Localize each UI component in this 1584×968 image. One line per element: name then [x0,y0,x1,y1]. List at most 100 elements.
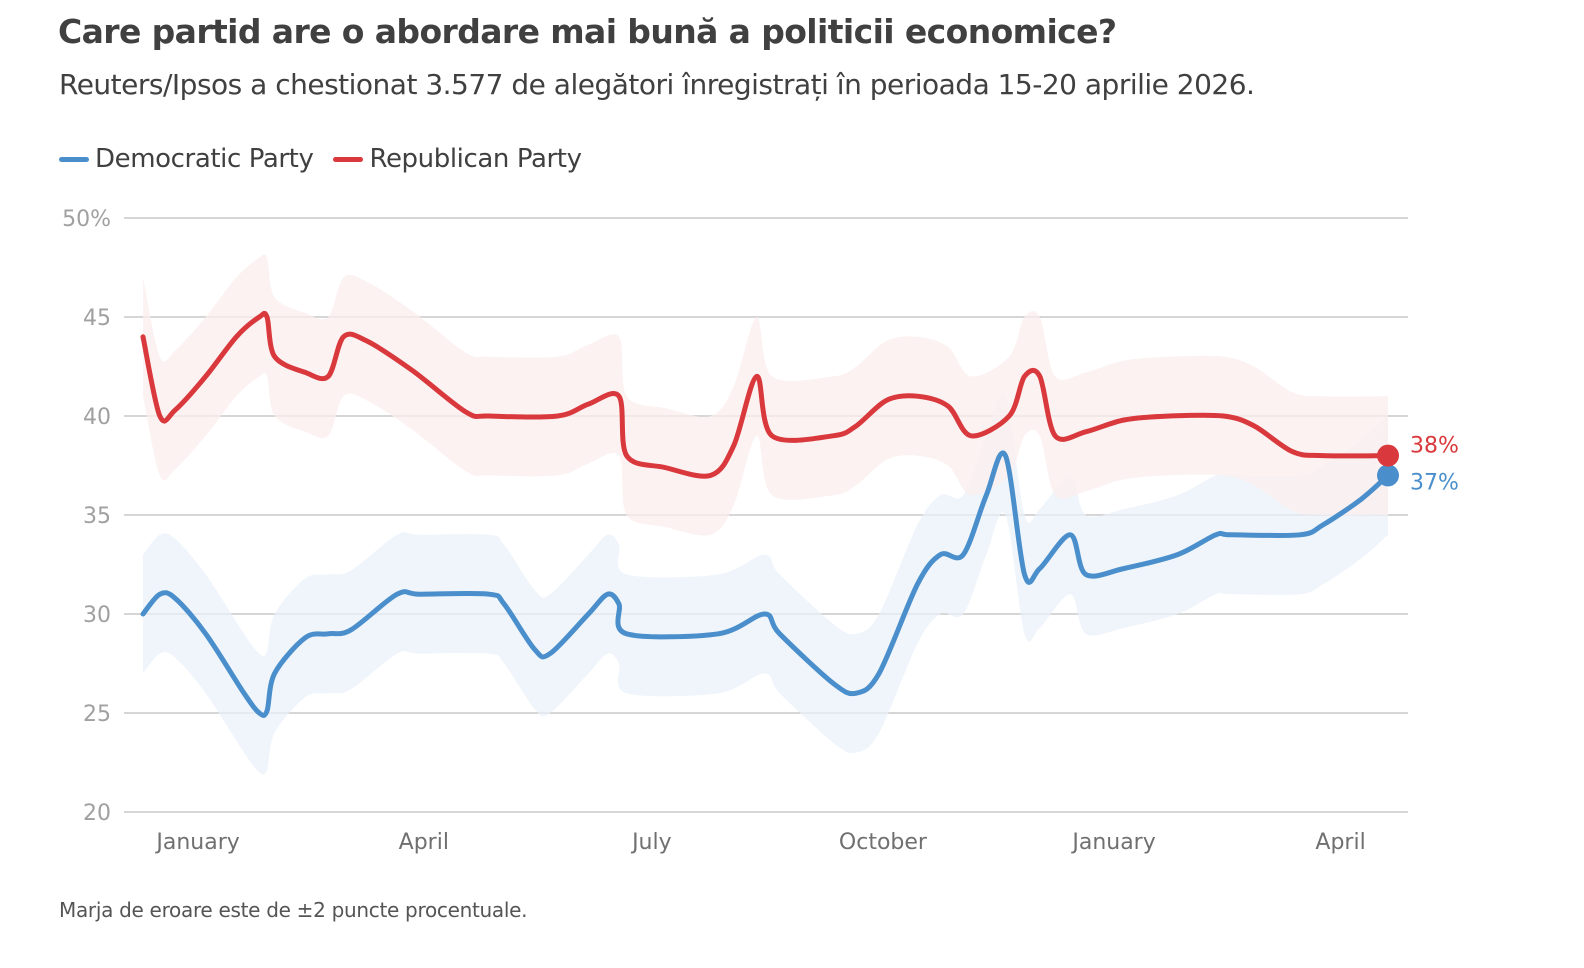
data-point-republican [326,374,331,379]
data-point-republican [264,315,269,320]
data-point-democratic [854,691,859,696]
data-point-democratic [1298,532,1303,537]
data-point-democratic [716,631,721,636]
legend-label-republican: Republican Party [369,144,582,174]
data-point-democratic [157,592,162,597]
data-point-republican [1320,453,1325,458]
data-point-democratic [272,671,277,676]
legend: Democratic Party Republican Party [59,144,602,174]
data-point-democratic [303,635,308,640]
axis-labels: 50% 45 40 35 30 25 20 January April July October Ja… [62,207,1459,855]
chart-title: Care partid are o abordare mai bună a po… [58,12,1117,51]
data-point-democratic [1359,497,1364,502]
data-point-republican [272,354,277,359]
series-lines [140,310,1399,718]
data-point-republican [831,433,836,438]
y-tick-label: 25 [83,702,111,727]
data-point-republican [1083,429,1088,434]
legend-swatch-democratic [59,156,89,162]
data-point-democratic [1083,572,1088,577]
data-point-republican [203,374,208,379]
data-point-republican [257,315,262,320]
end-label-republican: 38% [1410,434,1459,459]
data-point-republican [754,374,759,379]
x-tick-label: April [1315,830,1365,855]
data-point-republican [157,414,162,419]
data-point-republican [173,408,178,413]
data-point-democratic [984,493,989,498]
data-point-republican [234,334,239,339]
data-point-democratic [395,592,400,597]
data-point-democratic [1037,566,1042,571]
data-point-republican [141,334,146,339]
data-point-republican [884,398,889,403]
data-point-democratic [938,552,943,557]
data-point-republican [1007,414,1012,419]
legend-item-republican: Republican Party [333,144,582,174]
legend-label-democratic: Democratic Party [95,144,314,174]
data-point-republican [555,414,560,419]
data-point-democratic [1122,566,1127,571]
y-tick-label: 45 [83,306,111,331]
data-point-democratic [1068,532,1073,537]
data-point-democratic [877,671,882,676]
data-point-democratic [831,681,836,686]
footnote: Marja de eroare este de ±2 puncte procen… [59,898,528,922]
data-point-republican [1122,417,1127,422]
data-point-democratic [532,647,537,652]
data-point-democratic [1213,532,1218,537]
series-line-democratic [140,450,1391,718]
x-tick-label: January [1070,830,1155,855]
end-label-democratic: 37% [1410,470,1459,495]
data-point-democratic [264,709,269,714]
data-point-republican [770,433,775,438]
data-point-democratic [326,631,331,636]
data-point-republican [463,410,468,415]
data-point-republican [486,414,491,419]
confidence-band-democratic [143,393,1388,775]
data-point-democratic [762,612,767,617]
y-tick-label: 20 [83,801,111,826]
data-point-democratic [173,596,178,601]
data-point-republican [662,465,667,470]
data-point-democratic [616,602,621,607]
data-point-republican [1037,374,1042,379]
data-point-democratic [257,711,262,716]
data-point-republican [1167,414,1172,419]
chart-subtitle: Reuters/Ipsos a chestionat 3.577 de aleg… [59,68,1255,101]
y-tick-label: 35 [83,504,111,529]
data-point-democratic [1229,532,1234,537]
y-tick-label: 30 [83,603,111,628]
x-tick-label: July [630,830,672,855]
data-point-democratic [777,631,782,636]
data-point-republican [586,402,591,407]
y-tick-label: 40 [83,405,111,430]
data-point-democratic [349,627,354,632]
data-point-republican [341,334,346,339]
end-marker-republican [1377,444,1399,467]
data-point-democratic [624,631,629,636]
data-point-democratic [141,612,146,617]
data-point-republican [410,368,415,373]
data-point-republican [1221,414,1226,419]
data-point-republican [731,443,736,448]
data-point-democratic [486,592,491,597]
data-point-republican [1022,374,1027,379]
data-point-democratic [203,631,208,636]
data-point-democratic [1175,552,1180,557]
data-point-republican [1053,433,1058,438]
x-tick-label: April [399,830,449,855]
data-point-republican [624,453,629,458]
data-point-democratic [961,552,966,557]
data-point-republican [915,394,920,399]
data-point-republican [364,338,369,343]
data-point-democratic [915,582,920,587]
x-tick-label: January [154,830,239,855]
x-tick-label: October [839,830,928,855]
data-point-republican [1290,449,1295,454]
data-point-republican [303,370,308,375]
data-point-democratic [502,602,507,607]
data-point-democratic [605,592,610,597]
y-tick-label: 50% [62,207,111,232]
data-point-democratic [1003,453,1008,458]
